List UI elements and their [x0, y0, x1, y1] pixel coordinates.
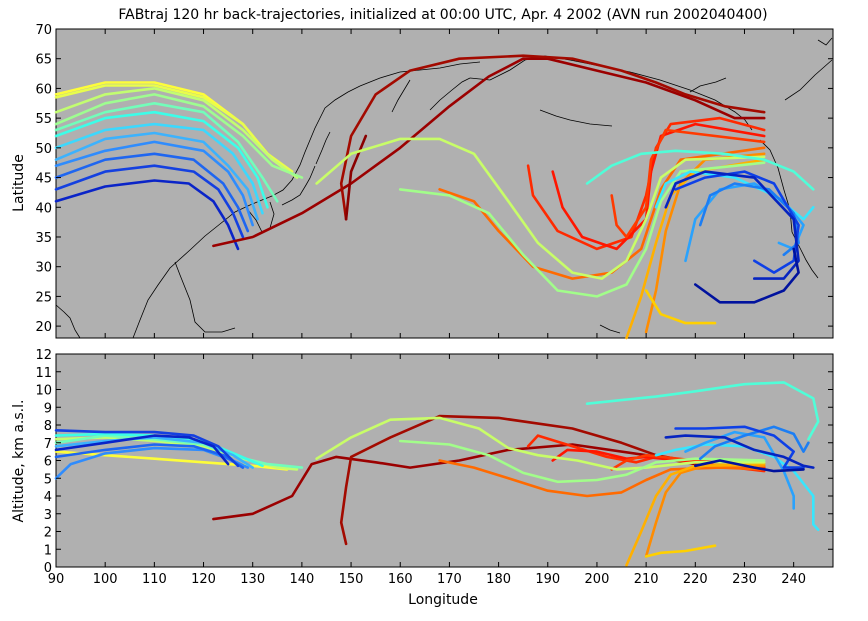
- map-y-tick-label: 65: [35, 53, 52, 68]
- map-trajectory-24: [585, 149, 815, 191]
- map-trajectory-13: [339, 54, 766, 221]
- altitude-trajectory-25: [664, 434, 815, 469]
- map-trajectory-6: [54, 122, 264, 215]
- altitude-x-tick-label: 110: [142, 572, 167, 587]
- map-trajectory-12: [212, 57, 766, 248]
- map-y-tick-label: 20: [35, 320, 52, 335]
- altitude-x-tick-label: 150: [339, 572, 364, 587]
- altitude-x-tick-label: 160: [388, 572, 413, 587]
- altitude-x-tick-label: 100: [93, 572, 118, 587]
- map-trajectory-22: [315, 137, 766, 280]
- map-y-axis-label: Latitude: [11, 154, 27, 212]
- altitude-trajectory-16: [625, 462, 766, 567]
- altitude-y-tick-label: 12: [35, 348, 52, 363]
- altitude-trajectory-26: [694, 459, 805, 473]
- altitude-y-axis-label: Altitude, km a.s.l.: [11, 400, 27, 523]
- altitude-x-tick-label: 130: [240, 572, 265, 587]
- altitude-x-tick-label: 170: [437, 572, 462, 587]
- altitude-trajectory-1: [54, 436, 299, 471]
- altitude-y-tick-label: 8: [44, 419, 52, 434]
- altitude-x-tick-label: 210: [634, 572, 659, 587]
- altitude-x-tick-label: 220: [683, 572, 708, 587]
- map-trajectory-4: [54, 102, 279, 203]
- figure-title: FABtraj 120 hr back-trajectories, initia…: [118, 7, 767, 23]
- map-trajectory-2: [54, 87, 299, 179]
- altitude-trajectory-6: [54, 443, 245, 469]
- altitude-trajectory-7: [54, 429, 240, 468]
- altitude-trajectory-17: [644, 544, 717, 558]
- map-trajectory-7: [54, 131, 259, 221]
- altitude-trajectory-8: [54, 434, 230, 466]
- altitude-trajectories: [54, 381, 820, 567]
- altitude-x-tick-label: 230: [732, 572, 757, 587]
- longitude-x-axis-label: Longitude: [408, 592, 478, 608]
- altitude-x-tick-label: 180: [486, 572, 511, 587]
- altitude-y-tick-label: 10: [35, 384, 52, 399]
- altitude-trajectory-22: [684, 430, 795, 510]
- map-y-tick-label: 35: [35, 231, 52, 246]
- map-y-tick-label: 55: [35, 112, 52, 127]
- altitude-y-tick-label: 11: [35, 366, 52, 381]
- map-panel: 20 25 30 35 40 45 50 55 60 65 70 Latitude: [11, 23, 834, 340]
- altitude-y-tick-label: 5: [44, 472, 52, 487]
- altitude-trajectory-4: [54, 436, 254, 469]
- altitude-x-tick-label: 90: [48, 572, 65, 587]
- altitude-trajectory-21: [654, 443, 820, 531]
- map-y-ticks: 20 25 30 35 40 45 50 55 60 65 70: [35, 23, 833, 338]
- map-trajectory-11: [54, 179, 240, 251]
- map-y-tick-label: 30: [35, 261, 52, 276]
- altitude-x-tick-label: 240: [781, 572, 806, 587]
- altitude-trajectory-23: [698, 425, 810, 460]
- altitude-trajectory-2: [54, 434, 304, 469]
- map-y-tick-label: 45: [35, 172, 52, 187]
- map-trajectory-8: [54, 140, 254, 227]
- altitude-y-tick-label: 4: [44, 490, 52, 505]
- map-y-tick-label: 25: [35, 290, 52, 305]
- map-trajectory-29: [664, 170, 800, 280]
- map-trajectory-28: [674, 170, 800, 274]
- map-y-tick-label: 50: [35, 142, 52, 157]
- altitude-trajectory-18: [315, 416, 766, 471]
- altitude-y-tick-label: 0: [44, 561, 52, 576]
- altitude-trajectory-19: [398, 439, 766, 484]
- altitude-y-tick-label: 7: [44, 437, 52, 452]
- altitude-trajectory-3: [54, 432, 264, 468]
- map-trajectory-17: [610, 128, 766, 239]
- altitude-x-tick-label: 190: [535, 572, 560, 587]
- map-trajectory-10: [54, 164, 245, 239]
- map-trajectory-5: [54, 110, 269, 209]
- altitude-x-tick-label: 200: [585, 572, 610, 587]
- map-y-tick-label: 60: [35, 82, 52, 97]
- map-trajectory-14: [344, 134, 368, 221]
- map-trajectory-9: [54, 152, 250, 233]
- map-trajectory-21: [644, 289, 717, 325]
- longitude-x-ticks: 90 100 110 120 130 140 150 160 170 180 190 200 210 22…: [48, 354, 806, 587]
- map-y-tick-label: 70: [35, 23, 52, 38]
- altitude-y-tick-label: 2: [44, 526, 52, 541]
- altitude-y-tick-label: 3: [44, 508, 52, 523]
- map-trajectory-23: [398, 161, 766, 298]
- altitude-x-tick-label: 140: [289, 572, 314, 587]
- map-y-tick-label: 40: [35, 201, 52, 216]
- map-plot-area: [55, 28, 834, 339]
- altitude-x-tick-label: 120: [191, 572, 216, 587]
- map-trajectory-27: [698, 182, 800, 257]
- map-trajectory-30: [694, 247, 800, 304]
- altitude-y-tick-label: 9: [44, 401, 52, 416]
- altitude-trajectory-24: [674, 425, 805, 469]
- map-trajectory-3: [54, 93, 304, 179]
- map-trajectory-25: [654, 170, 815, 221]
- map-trajectories: [54, 54, 815, 340]
- altitude-trajectory-20: [585, 381, 820, 441]
- altitude-y-tick-label: 1: [44, 543, 52, 558]
- altitude-y-tick-label: 6: [44, 455, 52, 470]
